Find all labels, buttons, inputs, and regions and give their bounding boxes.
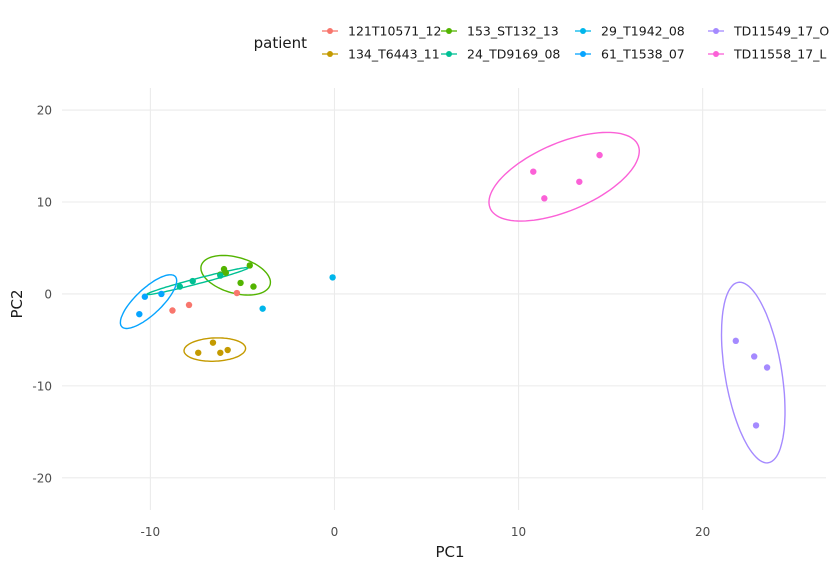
point-134_T6443_11: [209, 339, 217, 346]
point-TD11558_17_L: [596, 151, 603, 159]
point-TD11549_17_O: [732, 337, 739, 345]
legend-key-point: [446, 51, 452, 57]
y-tick-label: -10: [32, 379, 52, 393]
ellipse-61_T1538_07: [119, 274, 178, 330]
x-tick-label: 20: [695, 525, 710, 539]
y-tick-label: -20: [32, 471, 52, 485]
y-tick-label: 10: [37, 196, 52, 210]
legend-key-point: [713, 51, 719, 57]
legend-label: 29_T1942_08: [601, 24, 685, 39]
point-121T10571_12: [169, 307, 176, 314]
legend-item: 153_ST132_13: [441, 24, 559, 39]
point-29_T1942_08: [329, 274, 336, 281]
point-153_ST132_13: [250, 283, 257, 290]
legend-label: 121T10571_12: [348, 24, 441, 39]
legend-item: 134_T6443_11: [322, 47, 440, 62]
legend-label: 134_T6443_11: [348, 47, 440, 62]
point-61_T1538_07: [141, 293, 149, 300]
legend-key-point: [446, 28, 452, 34]
point-TD11549_17_O: [752, 422, 760, 429]
legend-item: 121T10571_12: [322, 24, 441, 39]
ellipse-153_ST132_13: [200, 254, 272, 296]
point-153_ST132_13: [237, 279, 244, 287]
legend-label: 24_TD9169_08: [467, 47, 560, 62]
point-TD11558_17_L: [576, 178, 583, 185]
ellipse-TD11558_17_L: [488, 131, 641, 222]
legend-label: 61_T1538_07: [601, 47, 685, 62]
legend-key-point: [327, 51, 333, 57]
point-121T10571_12: [185, 301, 193, 309]
legend-item: 24_TD9169_08: [441, 47, 560, 62]
point-153_ST132_13: [246, 262, 253, 269]
point-61_T1538_07: [158, 290, 165, 298]
x-axis-title: PC1: [435, 543, 464, 561]
data-points: [136, 151, 771, 429]
legend-key-point: [580, 51, 586, 57]
legend-label: 153_ST132_13: [467, 24, 559, 39]
legend-item: 29_T1942_08: [575, 24, 685, 39]
ellipse-24_TD9169_08: [146, 266, 250, 296]
x-tick-label: -10: [141, 525, 161, 539]
confidence-ellipses: [119, 131, 786, 464]
legend-label: TD11549_17_O: [733, 24, 829, 39]
ellipse-134_T6443_11: [183, 337, 247, 362]
point-24_TD9169_08: [176, 283, 184, 290]
legend-label: TD11558_17_L: [733, 47, 826, 62]
point-121T10571_12: [233, 289, 241, 297]
legend-key-point: [327, 28, 333, 34]
point-134_T6443_11: [195, 349, 202, 356]
legend-item: TD11558_17_L: [708, 47, 826, 62]
point-TD11549_17_O: [763, 364, 771, 371]
point-TD11558_17_L: [541, 195, 548, 202]
legend-item: 61_T1538_07: [575, 47, 685, 62]
ellipse-TD11549_17_O: [720, 281, 786, 464]
legend-key-point: [580, 28, 586, 34]
axis-tick-labels: -10 0 10 20 -20 -10 0 10 20: [32, 104, 710, 539]
legend-item: TD11549_17_O: [708, 24, 829, 39]
x-tick-label: 10: [511, 525, 526, 539]
point-61_T1538_07: [136, 310, 143, 318]
point-153_ST132_13: [222, 269, 230, 276]
point-134_T6443_11: [224, 346, 231, 354]
grid-lines: [62, 88, 826, 510]
point-TD11549_17_O: [751, 353, 758, 360]
legend-key-point: [713, 28, 719, 34]
legend-title: patient: [254, 34, 307, 52]
legend: patient 121T10571_12 134_T6443_11 153_ST13…: [254, 24, 830, 62]
point-TD11558_17_L: [530, 168, 537, 175]
y-tick-label: 20: [37, 104, 52, 118]
x-tick-label: 0: [331, 525, 339, 539]
y-axis-title: PC2: [8, 289, 26, 318]
point-134_T6443_11: [217, 349, 224, 356]
point-29_T1942_08: [259, 305, 266, 312]
point-24_TD9169_08: [189, 277, 196, 285]
point-24_TD9169_08: [217, 272, 224, 279]
y-tick-label: 0: [44, 287, 52, 301]
